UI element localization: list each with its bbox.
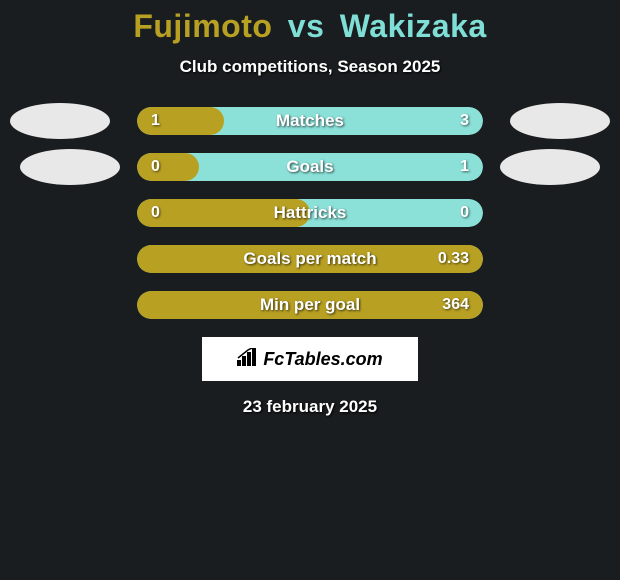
logo-block: FcTables.com [202,337,418,381]
avatar-right [510,103,610,139]
stat-label: Goals [137,153,483,181]
stat-row: 0.33Goals per match [0,245,620,273]
bar-wrap: 01Goals [137,153,483,181]
stat-label: Hattricks [137,199,483,227]
stat-row: 13Matches [0,107,620,135]
avatar-left [20,149,120,185]
page-title: Fujimoto vs Wakizaka [0,8,620,45]
bar-wrap: 0.33Goals per match [137,245,483,273]
avatar-right [500,149,600,185]
date: 23 february 2025 [0,397,620,417]
bar-wrap: 364Min per goal [137,291,483,319]
title-right: Wakizaka [340,8,487,44]
stat-label: Goals per match [137,245,483,273]
chart-icon [237,348,259,371]
subtitle: Club competitions, Season 2025 [0,57,620,77]
container: Fujimoto vs Wakizaka Club competitions, … [0,0,620,417]
stat-row: 01Goals [0,153,620,181]
stat-label: Matches [137,107,483,135]
stat-label: Min per goal [137,291,483,319]
logo-text: FcTables.com [263,349,382,370]
bar-wrap: 00Hattricks [137,199,483,227]
title-left: Fujimoto [133,8,272,44]
avatar-left [10,103,110,139]
stat-row: 00Hattricks [0,199,620,227]
bar-wrap: 13Matches [137,107,483,135]
stats-area: 13Matches 01Goals 00Hattricks 0.33Goals per… [0,107,620,319]
stat-row: 364Min per goal [0,291,620,319]
title-vs: vs [288,8,325,44]
